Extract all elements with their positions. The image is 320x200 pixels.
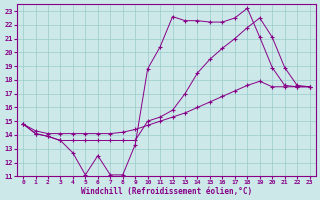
X-axis label: Windchill (Refroidissement éolien,°C): Windchill (Refroidissement éolien,°C) — [81, 187, 252, 196]
